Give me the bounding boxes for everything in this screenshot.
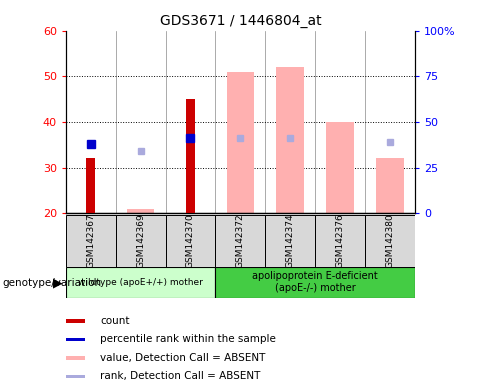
Bar	[365, 215, 415, 267]
Bar	[86, 159, 95, 213]
Bar	[66, 338, 85, 341]
Bar	[165, 215, 215, 267]
Text: wildtype (apoE+/+) mother: wildtype (apoE+/+) mother	[78, 278, 203, 287]
Text: count: count	[101, 316, 130, 326]
Bar	[66, 356, 85, 359]
Bar	[127, 209, 154, 213]
Text: ▶: ▶	[53, 277, 62, 290]
Text: value, Detection Call = ABSENT: value, Detection Call = ABSENT	[101, 353, 265, 363]
Text: GSM142374: GSM142374	[285, 214, 295, 268]
Bar	[215, 215, 265, 267]
Bar	[66, 319, 85, 323]
Title: GDS3671 / 1446804_at: GDS3671 / 1446804_at	[160, 14, 321, 28]
Bar	[326, 122, 354, 213]
Bar	[215, 267, 415, 298]
Bar	[265, 215, 315, 267]
Bar	[66, 375, 85, 378]
Text: GSM142367: GSM142367	[86, 214, 95, 268]
Text: genotype/variation: genotype/variation	[2, 278, 102, 288]
Bar	[116, 215, 165, 267]
Bar	[66, 215, 116, 267]
Text: GSM142370: GSM142370	[186, 214, 195, 268]
Bar	[186, 99, 195, 213]
Text: GSM142369: GSM142369	[136, 214, 145, 268]
Text: apolipoprotein E-deficient
(apoE-/-) mother: apolipoprotein E-deficient (apoE-/-) mot…	[252, 271, 378, 293]
Bar	[226, 72, 254, 213]
Bar	[315, 215, 365, 267]
Text: GSM142380: GSM142380	[386, 214, 394, 268]
Bar	[66, 267, 215, 298]
Bar	[277, 67, 304, 213]
Bar	[376, 159, 404, 213]
Text: GSM142376: GSM142376	[336, 214, 345, 268]
Text: percentile rank within the sample: percentile rank within the sample	[101, 334, 276, 344]
Text: GSM142372: GSM142372	[236, 214, 245, 268]
Text: rank, Detection Call = ABSENT: rank, Detection Call = ABSENT	[101, 371, 261, 381]
